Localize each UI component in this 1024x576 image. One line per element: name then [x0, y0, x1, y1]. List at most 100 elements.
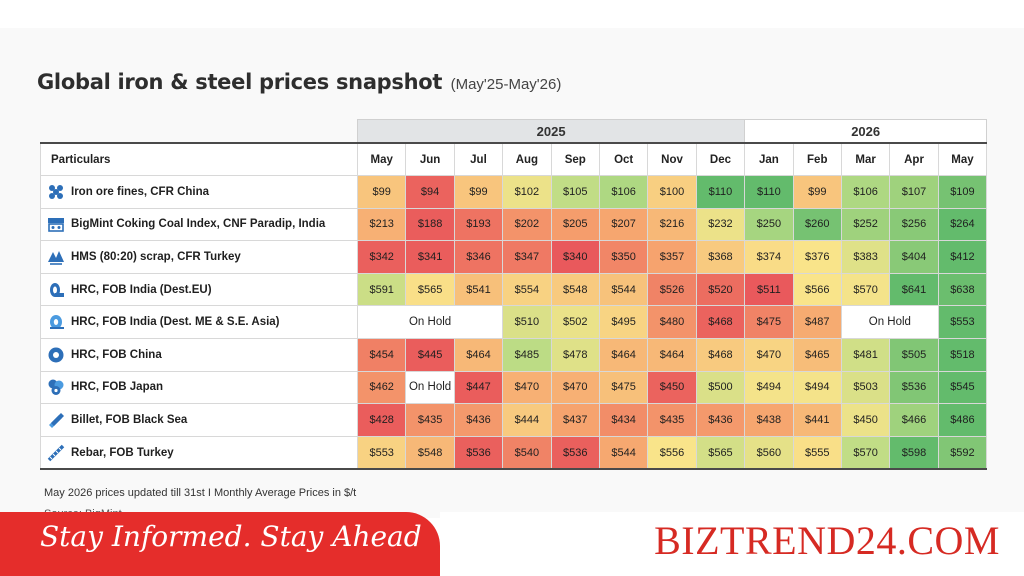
price-cell: $450	[647, 370, 697, 405]
price-cell: $464	[453, 337, 504, 372]
table-row: HRC, FOB India (Dest. ME & S.E. Asia) On …	[40, 305, 988, 339]
price-cell: $518	[937, 337, 988, 372]
price-cell: $102	[502, 175, 552, 209]
price-cell: $565	[695, 435, 746, 471]
price-cell: $485	[502, 337, 552, 372]
month-header: Nov	[647, 142, 697, 176]
price-table: 2025 2026 Particulars May Jun Jul Aug Sep Oct Nov…	[40, 119, 988, 471]
on-hold-cell: On Hold	[356, 305, 504, 339]
price-cell: $350	[598, 240, 649, 274]
year-header-2026: 2026	[744, 119, 988, 144]
price-cell: $536	[889, 370, 939, 405]
price-cell: $560	[744, 435, 794, 471]
hrc-japan-icon	[48, 379, 64, 396]
price-cell: $466	[889, 403, 939, 437]
price-cell: $544	[598, 272, 649, 307]
price-cell: $447	[453, 370, 504, 405]
price-cell: $545	[937, 370, 988, 405]
price-cell: $441	[792, 403, 842, 437]
table-row: HRC, FOB Japan $462 On Hold $447 $470 $470 $47…	[40, 370, 988, 405]
price-cell: $100	[647, 175, 697, 209]
chart-title: Global iron & steel prices snapshot	[37, 70, 443, 94]
price-cell: $260	[792, 207, 842, 242]
price-cell: $464	[598, 337, 649, 372]
price-cell: $553	[937, 305, 988, 339]
table-row: Billet, FOB Black Sea $428 $435 $436 $444 $43…	[40, 403, 988, 437]
price-cell: $346	[453, 240, 504, 274]
price-cell: $544	[598, 435, 649, 471]
price-cell: $480	[647, 305, 697, 339]
row-label: HRC, FOB India (Dest.EU)	[40, 272, 358, 307]
price-cell: $494	[792, 370, 842, 405]
month-header: Jun	[405, 142, 455, 176]
row-label-text: HRC, FOB India (Dest.EU)	[71, 283, 212, 296]
row-label-text: Billet, FOB Black Sea	[71, 413, 188, 426]
year-blank-cell	[41, 120, 358, 144]
price-cell: $536	[550, 435, 600, 471]
price-cell: $470	[502, 370, 552, 405]
month-header: Mar	[840, 142, 891, 176]
year-header-2025: 2025	[356, 119, 746, 144]
table-row: Rebar, FOB Turkey $553 $548 $536 $540 $536 $54…	[40, 435, 988, 471]
price-cell: $478	[550, 337, 600, 372]
price-cell: $216	[647, 207, 697, 242]
price-cell: $404	[889, 240, 939, 274]
row-label: HRC, FOB China	[40, 337, 358, 372]
price-cell: $340	[550, 240, 600, 274]
table-row: HRC, FOB India (Dest.EU) $591 $565 $541 $554…	[40, 272, 988, 307]
price-cell: $450	[840, 403, 891, 437]
price-cell: $475	[744, 305, 794, 339]
row-label-text: HRC, FOB China	[71, 348, 162, 361]
price-cell: $202	[502, 207, 552, 242]
price-cell: $99	[453, 175, 504, 209]
rebar-icon	[47, 444, 65, 461]
price-cell: $511	[744, 272, 794, 307]
scrap-icon	[48, 250, 64, 265]
price-cell: $434	[598, 403, 649, 437]
price-cell: $445	[405, 337, 455, 372]
price-cell: $110	[744, 175, 794, 209]
price-cell: $106	[840, 175, 891, 209]
coking-coal-icon	[48, 218, 64, 233]
price-cell: $510	[502, 305, 552, 339]
footnote: May 2026 prices updated till 31st I Mont…	[44, 487, 357, 499]
price-cell: $436	[695, 403, 746, 437]
price-cell: $436	[453, 403, 504, 437]
price-cell: $99	[356, 175, 407, 209]
price-cell: $107	[889, 175, 939, 209]
price-cell: $548	[550, 272, 600, 307]
price-cell: $565	[405, 272, 455, 307]
price-cell: $438	[744, 403, 794, 437]
price-cell: $556	[647, 435, 697, 471]
price-cell: $110	[695, 175, 746, 209]
price-cell: $205	[550, 207, 600, 242]
price-cell: $468	[695, 337, 746, 372]
price-cell: $368	[695, 240, 746, 274]
price-cell: $520	[695, 272, 746, 307]
price-cell: $341	[405, 240, 455, 274]
price-cell: $444	[502, 403, 552, 437]
price-cell: $495	[598, 305, 649, 339]
price-cell: $486	[937, 403, 988, 437]
row-label: HRC, FOB India (Dest. ME & S.E. Asia)	[40, 305, 358, 339]
tagline: Stay Informed. Stay Ahead	[40, 520, 422, 553]
particulars-header: Particulars	[40, 142, 358, 176]
price-cell: $468	[695, 305, 746, 339]
billet-icon	[49, 412, 64, 428]
price-cell: $412	[937, 240, 988, 274]
price-cell: $207	[598, 207, 649, 242]
brand-logo-text: BIZTREND24.COM	[654, 518, 1000, 563]
table-row: Iron ore fines, CFR China $99 $94 $99 $102 $1…	[40, 175, 988, 209]
price-cell: $250	[744, 207, 794, 242]
row-label-text: Iron ore fines, CFR China	[71, 185, 210, 198]
hrc-china-icon	[48, 347, 64, 363]
price-cell: $213	[356, 207, 407, 242]
price-cell: $502	[550, 305, 600, 339]
price-cell: $232	[695, 207, 746, 242]
row-label: Billet, FOB Black Sea	[40, 403, 358, 437]
tagline-banner: Stay Informed. Stay Ahead	[0, 512, 440, 576]
month-header: Apr	[889, 142, 939, 176]
title-row: Global iron & steel prices snapshot (May…	[37, 70, 561, 94]
price-cell: $435	[405, 403, 455, 437]
row-label: Rebar, FOB Turkey	[40, 435, 358, 471]
